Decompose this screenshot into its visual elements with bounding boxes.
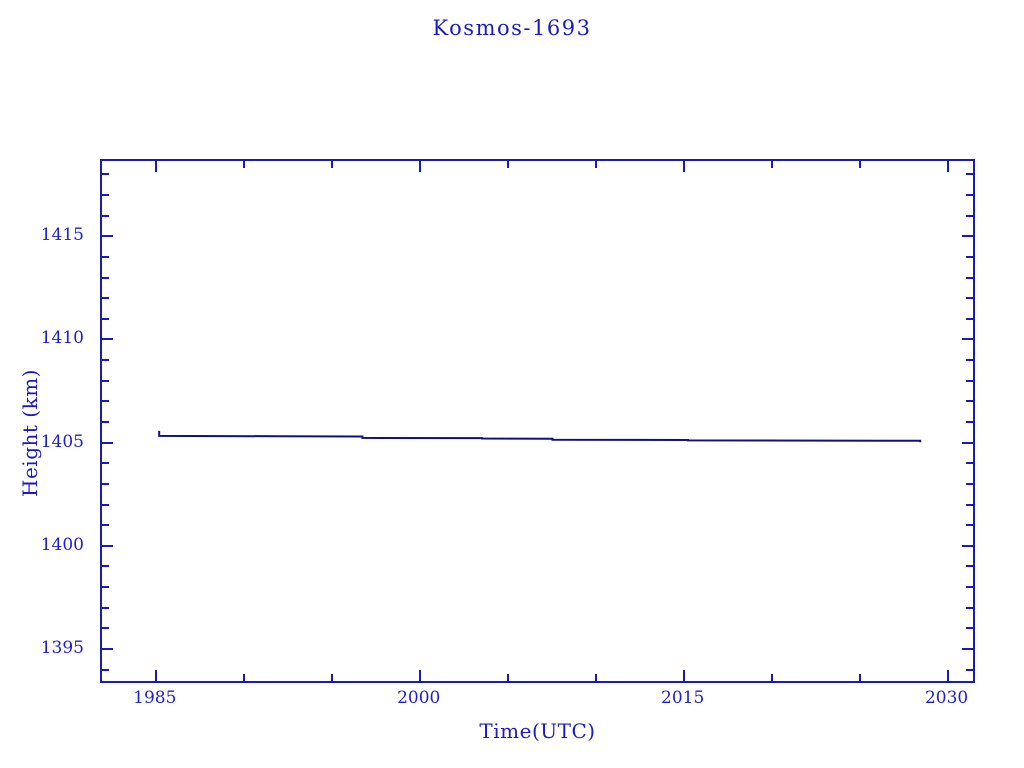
y-tick-right bbox=[966, 359, 973, 362]
y-tick-right bbox=[962, 544, 973, 547]
y-tick-left bbox=[102, 421, 109, 423]
x-tick-bottom bbox=[154, 670, 157, 681]
y-tick-right bbox=[966, 214, 973, 217]
page-title: Kosmos-1693 bbox=[432, 16, 592, 40]
x-tick-top bbox=[506, 161, 509, 168]
y-tick-left bbox=[102, 647, 113, 650]
y-tick-left bbox=[102, 235, 113, 238]
x-tick-label: 2030 bbox=[924, 688, 969, 708]
y-tick-left bbox=[102, 276, 109, 279]
y-tick-left bbox=[102, 359, 109, 362]
x-tick-bottom bbox=[330, 674, 333, 681]
y-tick-left bbox=[102, 194, 109, 197]
x-tick-bottom bbox=[506, 674, 509, 681]
x-tick-bottom bbox=[946, 670, 949, 681]
y-tick-right bbox=[966, 400, 973, 403]
x-tick-top bbox=[154, 161, 157, 172]
y-tick-right bbox=[966, 524, 973, 527]
x-tick-top bbox=[682, 161, 685, 172]
y-tick-left bbox=[102, 255, 109, 258]
y-tick-left bbox=[102, 544, 113, 547]
y-tick-right bbox=[966, 317, 973, 320]
y-tick-right bbox=[966, 462, 973, 465]
x-tick-top bbox=[242, 161, 245, 168]
y-tick-left bbox=[102, 441, 113, 444]
x-tick-bottom bbox=[418, 670, 421, 681]
y-tick-label: 1415 bbox=[40, 225, 84, 246]
y-tick-left bbox=[102, 524, 109, 527]
data-line bbox=[158, 430, 922, 443]
x-tick-label: 2015 bbox=[661, 688, 705, 708]
x-tick-bottom bbox=[682, 670, 685, 681]
y-tick-left bbox=[102, 462, 109, 465]
y-tick-right bbox=[966, 586, 973, 589]
y-tick-left bbox=[102, 586, 109, 589]
y-tick-right bbox=[966, 297, 973, 300]
y-tick-right bbox=[966, 255, 973, 258]
y-tick-right bbox=[962, 338, 973, 341]
x-tick-bottom bbox=[594, 674, 597, 681]
y-tick-left bbox=[102, 668, 109, 671]
x-axis-title: Time(UTC) bbox=[479, 719, 596, 743]
y-tick-right bbox=[962, 235, 973, 238]
x-tick-bottom bbox=[770, 674, 773, 681]
y-tick-right bbox=[966, 668, 973, 671]
y-tick-right bbox=[966, 194, 973, 197]
y-tick-label: 1410 bbox=[40, 328, 84, 349]
x-tick-top bbox=[330, 161, 333, 168]
y-tick-right bbox=[966, 379, 973, 382]
y-tick-right bbox=[966, 503, 973, 506]
x-tick-top bbox=[770, 161, 773, 168]
plot-frame bbox=[100, 159, 975, 683]
y-tick-left bbox=[102, 214, 109, 217]
y-tick-left bbox=[102, 297, 109, 300]
y-tick-right bbox=[966, 482, 973, 485]
y-tick-label: 1400 bbox=[40, 534, 84, 555]
y-tick-left bbox=[102, 565, 109, 568]
y-tick-right bbox=[962, 441, 973, 444]
y-tick-left bbox=[102, 317, 109, 320]
y-tick-right bbox=[966, 565, 973, 568]
y-tick-left bbox=[102, 503, 109, 506]
y-tick-left bbox=[102, 627, 109, 630]
x-tick-bottom bbox=[858, 674, 861, 681]
y-tick-right bbox=[966, 276, 973, 279]
x-tick-top bbox=[858, 161, 861, 168]
x-tick-label: 2000 bbox=[397, 688, 441, 708]
y-tick-left bbox=[102, 379, 109, 382]
x-tick-top bbox=[946, 161, 949, 172]
y-tick-left bbox=[102, 338, 113, 341]
y-tick-right bbox=[966, 627, 973, 630]
plot-area bbox=[102, 161, 973, 681]
x-tick-top bbox=[594, 161, 597, 168]
y-tick-right bbox=[962, 647, 973, 650]
y-tick-right bbox=[966, 606, 973, 609]
y-tick-label: 1405 bbox=[40, 431, 84, 452]
y-tick-right bbox=[966, 421, 973, 423]
y-tick-left bbox=[102, 482, 109, 485]
x-tick-top bbox=[418, 161, 421, 172]
y-tick-left bbox=[102, 173, 109, 176]
data-series-svg bbox=[158, 430, 922, 443]
x-tick-label: 1985 bbox=[133, 688, 177, 708]
y-tick-right bbox=[966, 173, 973, 176]
y-tick-left bbox=[102, 400, 109, 403]
y-tick-label: 1395 bbox=[40, 637, 84, 658]
x-tick-bottom bbox=[242, 674, 245, 681]
y-tick-left bbox=[102, 606, 109, 609]
